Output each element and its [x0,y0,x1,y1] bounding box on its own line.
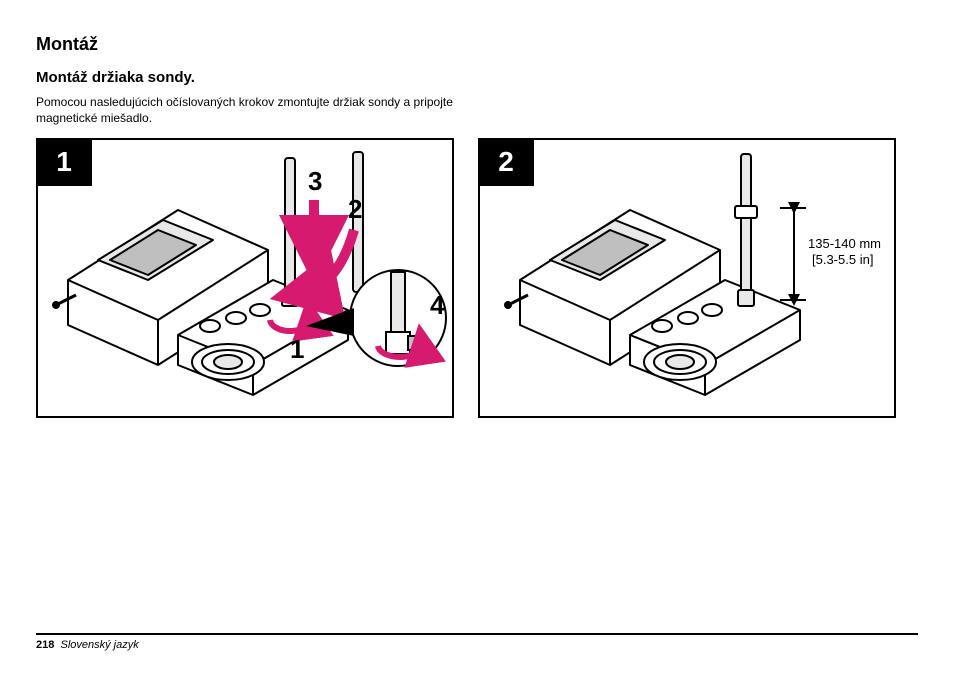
page-footer: 218 Slovenský jazyk [36,633,918,651]
intro-paragraph: Pomocou nasledujúcich očíslovaných kroko… [36,94,456,126]
dimension-text-2: [5.3-5.5 in] [812,252,873,267]
marker-1: 1 [290,334,304,364]
assembly-illustration-2: 135-140 mm [5.3-5.5 in] [480,140,898,420]
marker-2: 2 [348,194,362,224]
page-number: 218 [36,639,54,651]
section-title: Montáž držiaka sondy. [36,69,918,86]
assembly-illustration-1: 3 2 1 4 [38,140,456,420]
marker-3: 3 [308,166,322,196]
figure-row: 1 [36,138,918,418]
figure-panel-1: 1 [36,138,454,418]
page-title: Montáž [36,34,918,55]
marker-4: 4 [430,290,445,320]
dimension-text-1: 135-140 mm [808,236,881,251]
figure-panel-2: 2 [478,138,896,418]
footer-language: Slovenský jazyk [60,639,138,651]
